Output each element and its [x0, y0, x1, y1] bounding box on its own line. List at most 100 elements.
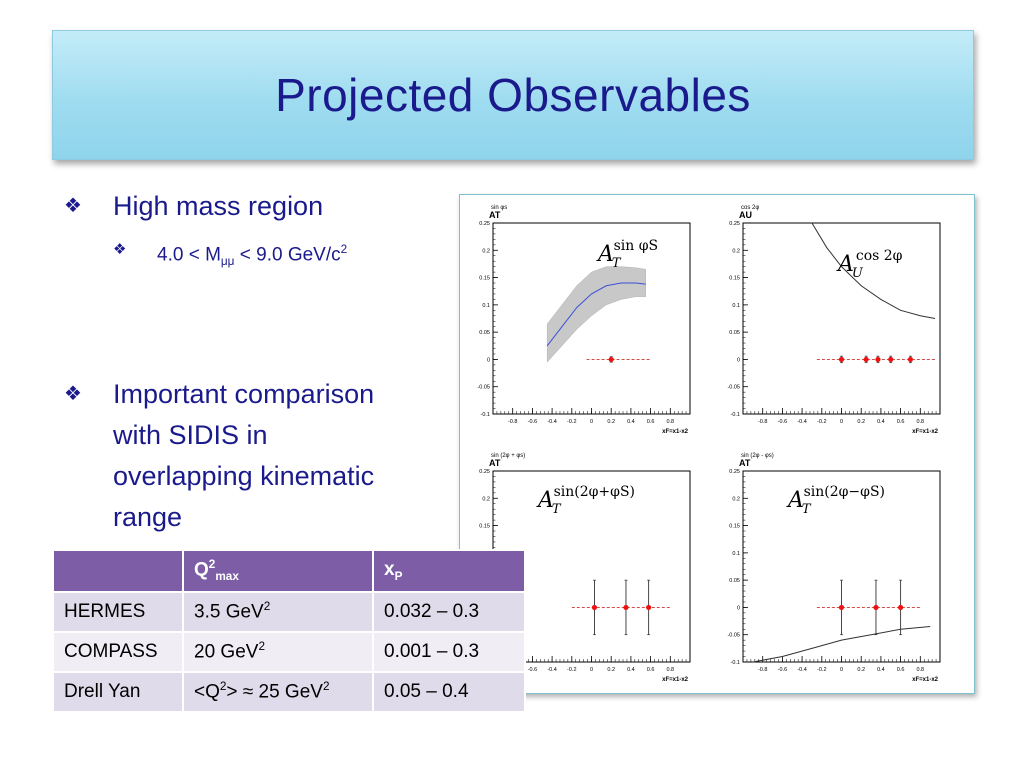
bullet-line: with SIDIS in — [113, 420, 268, 450]
y-tick-label: 0 — [737, 357, 740, 363]
y-tick-label: 0.15 — [479, 524, 490, 530]
x-tick-label: -0.2 — [817, 667, 826, 673]
mass-range-text: 4.0 < M — [157, 244, 221, 266]
formula-label: ATsin(2φ+φS) — [536, 484, 635, 517]
data-point — [875, 356, 881, 363]
table-cell-experiment: Drell Yan — [52, 671, 184, 713]
x-tick-label: -0.6 — [528, 667, 537, 673]
x-tick-label: -0.4 — [547, 667, 556, 673]
corner-label: cos 2φ — [741, 205, 759, 211]
y-tick-label: 0.2 — [732, 496, 740, 502]
x-tick-label: 0.6 — [897, 667, 905, 673]
table-header-q2max: Q2max — [182, 549, 374, 593]
y-tick-label: 0.15 — [729, 524, 740, 530]
y-tick-label: -0.1 — [731, 412, 740, 418]
q2-sup: 2 — [258, 640, 265, 654]
y-tick-label: 0.1 — [732, 551, 740, 557]
q2-sup-a: 2 — [219, 680, 227, 694]
y-tick-label: 0 — [737, 605, 740, 611]
data-point — [863, 356, 869, 363]
x-tick-label: 0 — [590, 419, 593, 425]
header-x: x — [384, 559, 395, 581]
x-tick-label: 0 — [590, 667, 593, 673]
x-tick-label: -0.4 — [547, 419, 556, 425]
formula-sup: sin(2φ−φS) — [804, 484, 885, 500]
table-cell-q2: 3.5 GeV2 — [182, 591, 374, 633]
bullet-line: overlapping kinematic — [113, 461, 375, 491]
table-row: COMPASS 20 GeV2 0.001 – 0.3 — [52, 631, 526, 673]
header-q-sub: max — [215, 570, 239, 584]
table-cell-x: 0.05 – 0.4 — [372, 671, 526, 713]
formula-sup: cos 2φ — [856, 248, 903, 264]
plot-frame — [492, 222, 691, 415]
x-axis-label: xF=x1-x2 — [912, 677, 939, 683]
formula-sup: sin φS — [614, 238, 659, 254]
x-tick-label: 0.8 — [916, 419, 924, 425]
slide-title: Projected Observables — [275, 69, 751, 121]
formula-sub: T — [612, 256, 622, 271]
y-tick-label: 0.2 — [732, 248, 740, 254]
table-row: Drell Yan <Q2> ≈ 25 GeV2 0.05 – 0.4 — [52, 671, 526, 713]
title-banner: Projected Observables — [52, 30, 974, 160]
q2-value: 20 GeV — [194, 641, 259, 663]
y-tick-label: -0.05 — [727, 385, 740, 391]
formula-base: A — [536, 488, 554, 513]
y-tick-label: 0.05 — [479, 330, 490, 336]
plots-figure: sin φsATxF=x1-x20.250.20.150.10.050-0.05… — [477, 205, 941, 683]
bullet-high-mass: High mass region — [113, 191, 324, 221]
x-tick-label: 0 — [840, 419, 843, 425]
y-tick-label: 0.2 — [482, 248, 490, 254]
x-tick-label: 0.2 — [607, 667, 615, 673]
mass-range-text-2: < 9.0 GeV/c — [234, 244, 341, 266]
formula-label: ATsin φS — [596, 238, 658, 271]
y-axis-label: AU — [739, 210, 752, 220]
data-point — [838, 604, 845, 611]
data-point — [608, 356, 614, 363]
x-tick-label: -0.4 — [797, 419, 806, 425]
q2-value: > ≈ 25 GeV — [226, 681, 323, 703]
formula-label: AUcos 2φ — [836, 248, 903, 281]
table-cell-experiment: COMPASS — [52, 631, 184, 673]
data-point — [873, 604, 879, 611]
bullet-diamond-icon-2: ❖ — [64, 383, 82, 405]
y-tick-label: -0.1 — [481, 412, 490, 418]
table-row: HERMES 3.5 GeV2 0.032 – 0.3 — [52, 591, 526, 633]
y-tick-label: 0.2 — [482, 496, 490, 502]
data-point — [838, 356, 845, 363]
y-tick-label: 0.25 — [729, 469, 740, 475]
formula-sub: T — [802, 502, 812, 517]
data-point — [646, 604, 652, 611]
formula-label: ATsin(2φ−φS) — [786, 484, 885, 517]
y-axis-label: AT — [489, 210, 501, 220]
bullet-line: Important comparison — [113, 379, 375, 409]
formula-base: A — [786, 488, 804, 513]
bullet-comparison: Important comparison with SIDIS in overl… — [113, 374, 374, 538]
x-tick-label: 0.4 — [877, 419, 885, 425]
formula-sub: T — [552, 502, 562, 517]
formula-sup: sin(2φ+φS) — [554, 484, 635, 500]
x-tick-label: -0.2 — [567, 419, 576, 425]
table-cell-x: 0.032 – 0.3 — [372, 591, 526, 633]
x-tick-label: 0.4 — [877, 667, 885, 673]
y-tick-label: 0.1 — [732, 303, 740, 309]
table-header-empty — [52, 549, 184, 593]
y-tick-label: -0.1 — [731, 660, 740, 666]
y-tick-label: 0.25 — [479, 469, 490, 475]
x-tick-label: -0.6 — [778, 419, 787, 425]
corner-label: sin (2φ + φs) — [491, 453, 525, 459]
y-tick-label: 0.15 — [729, 276, 740, 282]
y-axis-label: AT — [489, 458, 501, 468]
y-tick-label: 0.25 — [729, 221, 740, 227]
formula-sub: U — [852, 266, 864, 281]
theory-band — [546, 266, 646, 363]
x-tick-label: 0.4 — [627, 419, 635, 425]
data-point — [888, 356, 894, 363]
q2-sup: 2 — [322, 680, 330, 694]
kinematics-table: Q2max xP HERMES 3.5 GeV2 0.032 – 0.3 COM… — [52, 549, 526, 713]
data-point — [623, 604, 629, 611]
y-tick-label: 0.25 — [479, 221, 490, 227]
x-tick-label: -0.8 — [508, 419, 517, 425]
q2-prefix: <Q — [194, 681, 220, 703]
x-tick-label: -0.4 — [797, 667, 806, 673]
corner-label: sin φs — [491, 205, 507, 211]
